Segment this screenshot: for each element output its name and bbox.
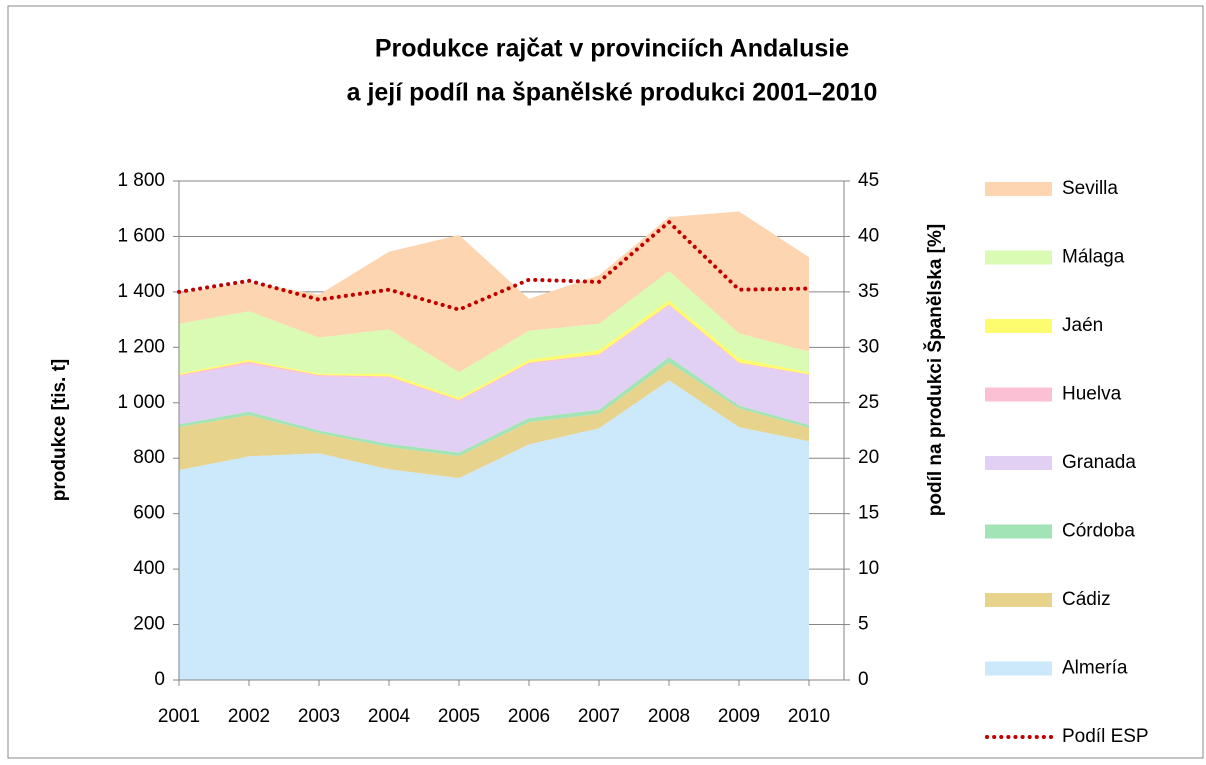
- y-tick-label: 1 800: [117, 170, 165, 191]
- x-tick-label: 2006: [508, 706, 550, 727]
- legend-swatch: [985, 661, 1052, 676]
- x-tick-label: 2007: [578, 706, 620, 727]
- legend-label: Málaga: [1062, 247, 1125, 268]
- area: [179, 300, 809, 401]
- legend-label: Almería: [1062, 658, 1128, 679]
- y2-tick-label: 40: [858, 225, 879, 246]
- y-tick-label: 200: [133, 614, 165, 635]
- x-tick-label: 2004: [368, 706, 411, 727]
- area: [179, 362, 809, 479]
- legend-label: Sevilla: [1062, 178, 1118, 199]
- y2-axis-label: podíl na produkci Španělska [%]: [924, 224, 946, 516]
- y2-tick-label: 20: [858, 447, 879, 468]
- legend-label: Cádiz: [1062, 589, 1111, 610]
- legend-swatch: [985, 456, 1052, 470]
- x-tick-label: 2003: [298, 706, 340, 727]
- x-tick-label: 2009: [718, 706, 760, 727]
- x-tick-label: 2005: [438, 706, 480, 727]
- area: [179, 271, 809, 398]
- x-tick-label: 2001: [158, 706, 200, 727]
- y-tick-label: 1 200: [117, 336, 165, 357]
- x-tick-label: 2008: [648, 706, 690, 727]
- legend-swatch: [985, 319, 1052, 333]
- legend-label: Jaén: [1062, 315, 1103, 336]
- area: [179, 305, 809, 453]
- y-axis-label: produkce [tis. t]: [49, 359, 70, 502]
- chart-title: Produkce rajčat v provinciích Andalusie: [375, 35, 849, 63]
- y2-tick-label: 0: [858, 669, 869, 690]
- y2-tick-label: 15: [858, 503, 879, 524]
- legend-swatch: [985, 593, 1052, 607]
- area: [179, 304, 809, 402]
- y-tick-label: 800: [133, 447, 165, 468]
- y2-tick-label: 30: [858, 336, 879, 357]
- y-tick-label: 400: [133, 558, 165, 579]
- y2-tick-label: 35: [858, 281, 879, 302]
- x-tick-label: 2010: [788, 706, 830, 727]
- area: [179, 380, 809, 680]
- legend-label: Granada: [1062, 452, 1136, 473]
- legend-label: Podíl ESP: [1062, 726, 1149, 747]
- chart-title: a její podíl na španělské produkci 2001–…: [347, 79, 878, 107]
- x-tick-label: 2002: [228, 706, 270, 727]
- y-tick-label: 1 000: [117, 392, 165, 413]
- line: [177, 219, 811, 312]
- y-tick-label: 0: [154, 669, 165, 690]
- y2-tick-label: 45: [858, 170, 879, 191]
- legend-label: Huelva: [1062, 384, 1122, 405]
- y-tick-label: 600: [133, 503, 165, 524]
- y-tick-label: 1 600: [117, 225, 165, 246]
- area: [179, 357, 809, 457]
- y2-tick-label: 25: [858, 392, 879, 413]
- legend-swatch: [985, 524, 1052, 539]
- legend-label: Córdoba: [1062, 521, 1135, 542]
- area: [179, 211, 809, 373]
- legend-swatch: [985, 387, 1052, 402]
- y-tick-label: 1 400: [117, 281, 165, 302]
- y2-tick-label: 5: [858, 614, 869, 635]
- legend-swatch: [985, 250, 1052, 265]
- legend-swatch: [985, 182, 1052, 196]
- y2-tick-label: 10: [858, 558, 879, 579]
